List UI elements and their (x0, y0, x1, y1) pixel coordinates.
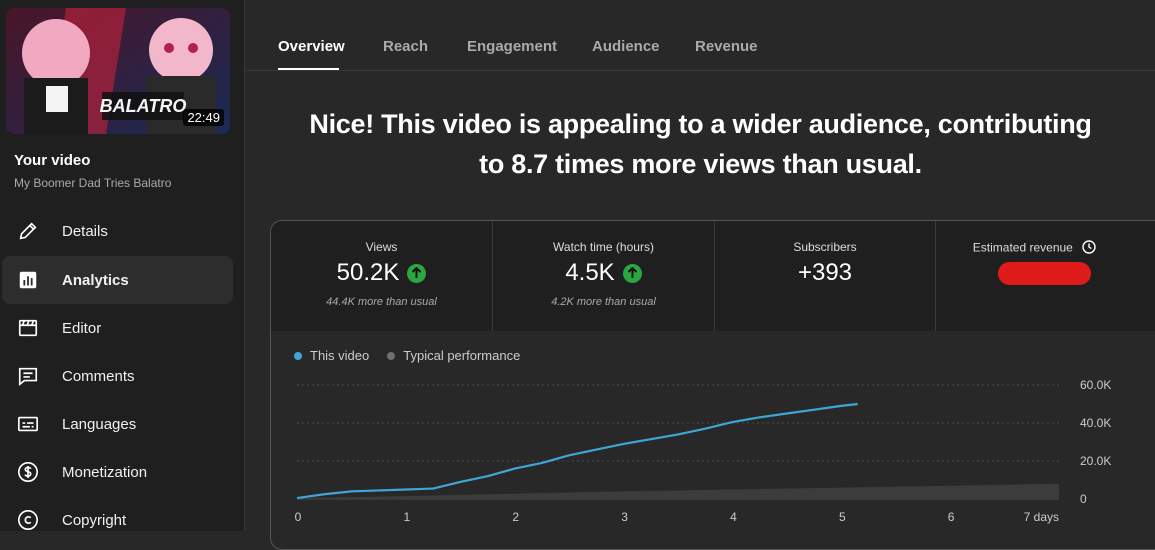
legend-dot-this-video (294, 351, 302, 360)
your-video-label: Your video (14, 152, 91, 169)
sidebar-item-label: Copyright (62, 511, 127, 529)
typical-performance-area (297, 483, 1059, 499)
this-video-line (296, 402, 858, 500)
arrow-up-icon (407, 263, 427, 283)
arrow-up-icon (622, 263, 642, 283)
sidebar-item-label: Analytics (62, 271, 129, 289)
analytics-tabs: Overview Reach Engagement Audience Reven… (246, 0, 1155, 71)
sidebar-item-label: Editor (62, 319, 102, 337)
legend-label-this-video: This video (310, 348, 370, 363)
x-tick-label: 7 days (1024, 510, 1059, 524)
metric-comparison: 4.2K more than usual (551, 296, 656, 308)
legend-label-typical: Typical performance (403, 348, 521, 363)
tab-overview[interactable]: Overview (278, 38, 345, 55)
sidebar-item-monetization[interactable]: Monetization (2, 448, 233, 496)
video-duration: 22:49 (183, 109, 224, 126)
clock-icon (1082, 240, 1096, 257)
metric-value: +393 (797, 259, 853, 286)
comments-icon (16, 364, 40, 388)
sidebar-item-label: Monetization (62, 463, 148, 481)
tab-engagement[interactable]: Engagement (467, 38, 558, 55)
y-tick-label: 40.0K (1080, 416, 1111, 430)
analytics-icon (16, 268, 40, 292)
sidebar-item-details[interactable]: Details (2, 207, 233, 255)
metric-value: 50.2K (336, 259, 400, 286)
metric-value: 4.5K (565, 259, 615, 286)
video-title[interactable]: My Boomer Dad Tries Balatro (14, 176, 172, 190)
copyright-icon (16, 508, 40, 532)
x-tick-label: 0 (295, 510, 302, 524)
headline-line-2: to 8.7 times more views than usual. (479, 149, 922, 179)
sidebar-item-analytics[interactable]: Analytics (2, 256, 233, 304)
tab-audience[interactable]: Audience (592, 38, 660, 55)
sidebar-item-editor[interactable]: Editor (2, 304, 233, 352)
metric-watch-time[interactable]: Watch time (hours) 4.5K 4.2K more than u… (492, 221, 714, 331)
chart-legend: This video Typical performance (294, 348, 520, 363)
metric-comparison: 44.4K more than usual (326, 296, 437, 308)
metric-label: Subscribers (793, 240, 857, 254)
thumbnail-art: BALATRO (6, 8, 230, 134)
y-tick-label: 0 (1080, 492, 1087, 506)
performance-headline: Nice! This video is appealing to a wider… (246, 104, 1155, 184)
sidebar-item-label: Languages (62, 415, 137, 433)
redacted-revenue-value (998, 262, 1091, 285)
pencil-icon (16, 219, 40, 243)
editor-icon (16, 316, 40, 340)
sidebar: BALATRO 22:49 Your video My Boomer Dad T… (0, 0, 245, 531)
metric-label: Estimated revenue (972, 240, 1073, 255)
x-tick-label: 1 (404, 510, 411, 524)
metric-label: Watch time (hours) (553, 240, 654, 254)
tab-reach[interactable]: Reach (383, 38, 429, 55)
y-tick-label: 20.0K (1080, 454, 1111, 468)
sidebar-item-label: Comments (62, 367, 135, 385)
sidebar-item-languages[interactable]: Languages (2, 400, 233, 448)
metric-label-row: Estimated revenue (924, 240, 1145, 257)
x-tick-label: 4 (730, 510, 737, 524)
sidebar-item-comments[interactable]: Comments (2, 352, 233, 400)
metric-estimated-revenue[interactable]: Estimated revenue (935, 221, 1155, 331)
x-tick-label: 3 (621, 510, 628, 524)
tab-revenue[interactable]: Revenue (695, 38, 758, 55)
sidebar-item-copyright[interactable]: Copyright (2, 496, 233, 544)
thumbnail-art-text: BALATRO (100, 96, 187, 116)
legend-dot-typical (387, 351, 396, 360)
metric-views[interactable]: Views 50.2K 44.4K more than usual (271, 221, 492, 331)
headline-line-1: Nice! This video is appealing to a wider… (309, 109, 1092, 139)
metric-subscribers[interactable]: Subscribers +393 (714, 221, 935, 331)
subtitles-icon (16, 412, 40, 436)
metric-value-row: 4.5K (493, 259, 714, 287)
x-tick-label: 5 (839, 510, 846, 524)
dollar-icon (16, 460, 40, 484)
views-line-chart: 60.0K 40.0K 20.0K 0 0 1 2 3 4 5 6 7 days (295, 378, 1112, 524)
x-tick-label: 2 (512, 510, 519, 524)
metric-value-row: 50.2K (271, 259, 492, 287)
active-tab-indicator (278, 68, 339, 70)
sidebar-item-label: Details (62, 222, 108, 240)
video-thumbnail[interactable]: BALATRO 22:49 (6, 8, 230, 134)
x-tick-label: 6 (948, 510, 955, 524)
y-tick-label: 60.0K (1080, 378, 1111, 392)
metric-label: Views (365, 240, 398, 254)
